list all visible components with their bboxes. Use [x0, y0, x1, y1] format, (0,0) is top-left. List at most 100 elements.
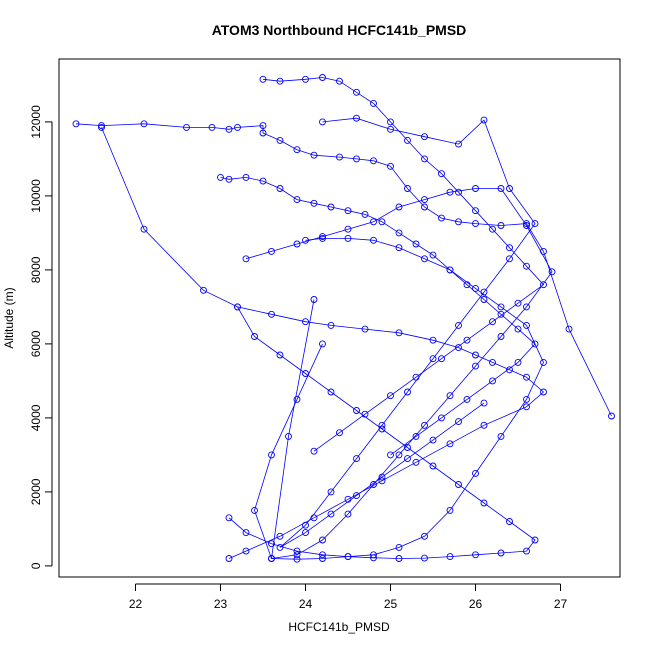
data-point: [72, 120, 80, 128]
data-point: [472, 220, 479, 228]
data-point: [540, 281, 547, 289]
data-point: [608, 412, 615, 420]
data-point: [370, 481, 377, 488]
data-point: [242, 547, 250, 555]
data-point: [344, 207, 352, 215]
data-point: [523, 303, 530, 311]
data-point: [421, 203, 428, 211]
data-point: [268, 310, 275, 318]
data-point: [412, 240, 420, 248]
data-point: [225, 555, 233, 562]
data-point: [472, 362, 479, 370]
data-point: [276, 77, 284, 85]
data-point: [395, 229, 403, 237]
data-point: [98, 123, 105, 131]
x-axis-label: HCFC141b_PMSD: [288, 620, 390, 634]
data-point: [293, 395, 301, 403]
data-point: [302, 521, 309, 529]
data-point: [98, 122, 105, 130]
data-point: [480, 288, 488, 296]
data-point: [276, 532, 284, 540]
data-point: [336, 153, 343, 161]
data-point: [208, 123, 216, 131]
data-point: [540, 388, 547, 396]
data-point: [370, 236, 377, 244]
data-point: [344, 234, 352, 242]
data-point: [327, 388, 335, 396]
data-point: [225, 514, 233, 522]
data-point: [446, 392, 454, 400]
data-point: [455, 140, 462, 148]
data-point: [353, 155, 360, 163]
data-point: [225, 125, 233, 133]
data-point: [387, 125, 394, 133]
data-point: [319, 233, 326, 241]
data-point: [523, 395, 530, 403]
data-point: [455, 418, 462, 426]
data-point: [302, 75, 309, 83]
data-point: [489, 358, 496, 366]
data-point: [327, 510, 335, 518]
data-point: [472, 551, 479, 559]
data-point: [344, 225, 352, 233]
data-point: [472, 207, 479, 215]
data-point: [412, 458, 420, 466]
data-point: [438, 355, 445, 363]
series-line-8: [245, 188, 553, 559]
x-axis: 22 23 24 25 26 27: [129, 583, 567, 611]
data-point: [421, 532, 428, 540]
data-point: [506, 518, 513, 525]
data-point: [497, 333, 505, 340]
data-point: [378, 421, 386, 429]
data-point: [446, 506, 454, 514]
data-point: [438, 170, 445, 178]
data-point: [140, 225, 148, 233]
data-point: [200, 286, 207, 294]
data-point: [421, 421, 428, 429]
data-point: [514, 358, 522, 366]
data-point: [268, 247, 275, 255]
data-point: [497, 310, 505, 318]
data-point: [353, 88, 360, 96]
y-tick-label: 2000: [29, 478, 43, 505]
data-point: [455, 481, 462, 488]
x-tick-label: 24: [299, 597, 313, 611]
data-point: [344, 510, 352, 518]
data-point: [455, 218, 462, 226]
x-tick-label: 26: [469, 597, 483, 611]
data-point: [446, 440, 454, 448]
data-point: [293, 196, 301, 204]
data-point: [395, 555, 403, 562]
data-point: [310, 151, 318, 159]
data-point: [353, 407, 360, 414]
data-point: [463, 395, 471, 403]
data-point: [183, 123, 190, 131]
data-point: [472, 469, 479, 477]
data-point: [489, 318, 496, 326]
data-point: [429, 336, 437, 344]
x-tick-label: 25: [384, 597, 398, 611]
data-point: [523, 262, 530, 270]
data-point: [404, 455, 411, 463]
data-point: [523, 403, 530, 411]
data-point: [455, 188, 462, 196]
data-point: [268, 451, 275, 459]
data-point: [480, 421, 488, 429]
data-point: [225, 175, 233, 183]
data-point: [319, 555, 326, 562]
data-point: [268, 540, 275, 548]
y-tick-label: 0: [29, 562, 43, 569]
data-point: [480, 399, 488, 407]
data-point: [285, 432, 292, 440]
data-point: [497, 432, 505, 440]
data-point: [455, 344, 462, 352]
data-point: [361, 325, 369, 333]
data-point: [370, 218, 377, 226]
y-tick-label: 4000: [29, 404, 43, 431]
data-point: [497, 303, 505, 311]
data-point: [336, 77, 343, 85]
data-point: [310, 447, 318, 455]
plot-frame: [58, 58, 621, 578]
data-point: [446, 188, 454, 196]
